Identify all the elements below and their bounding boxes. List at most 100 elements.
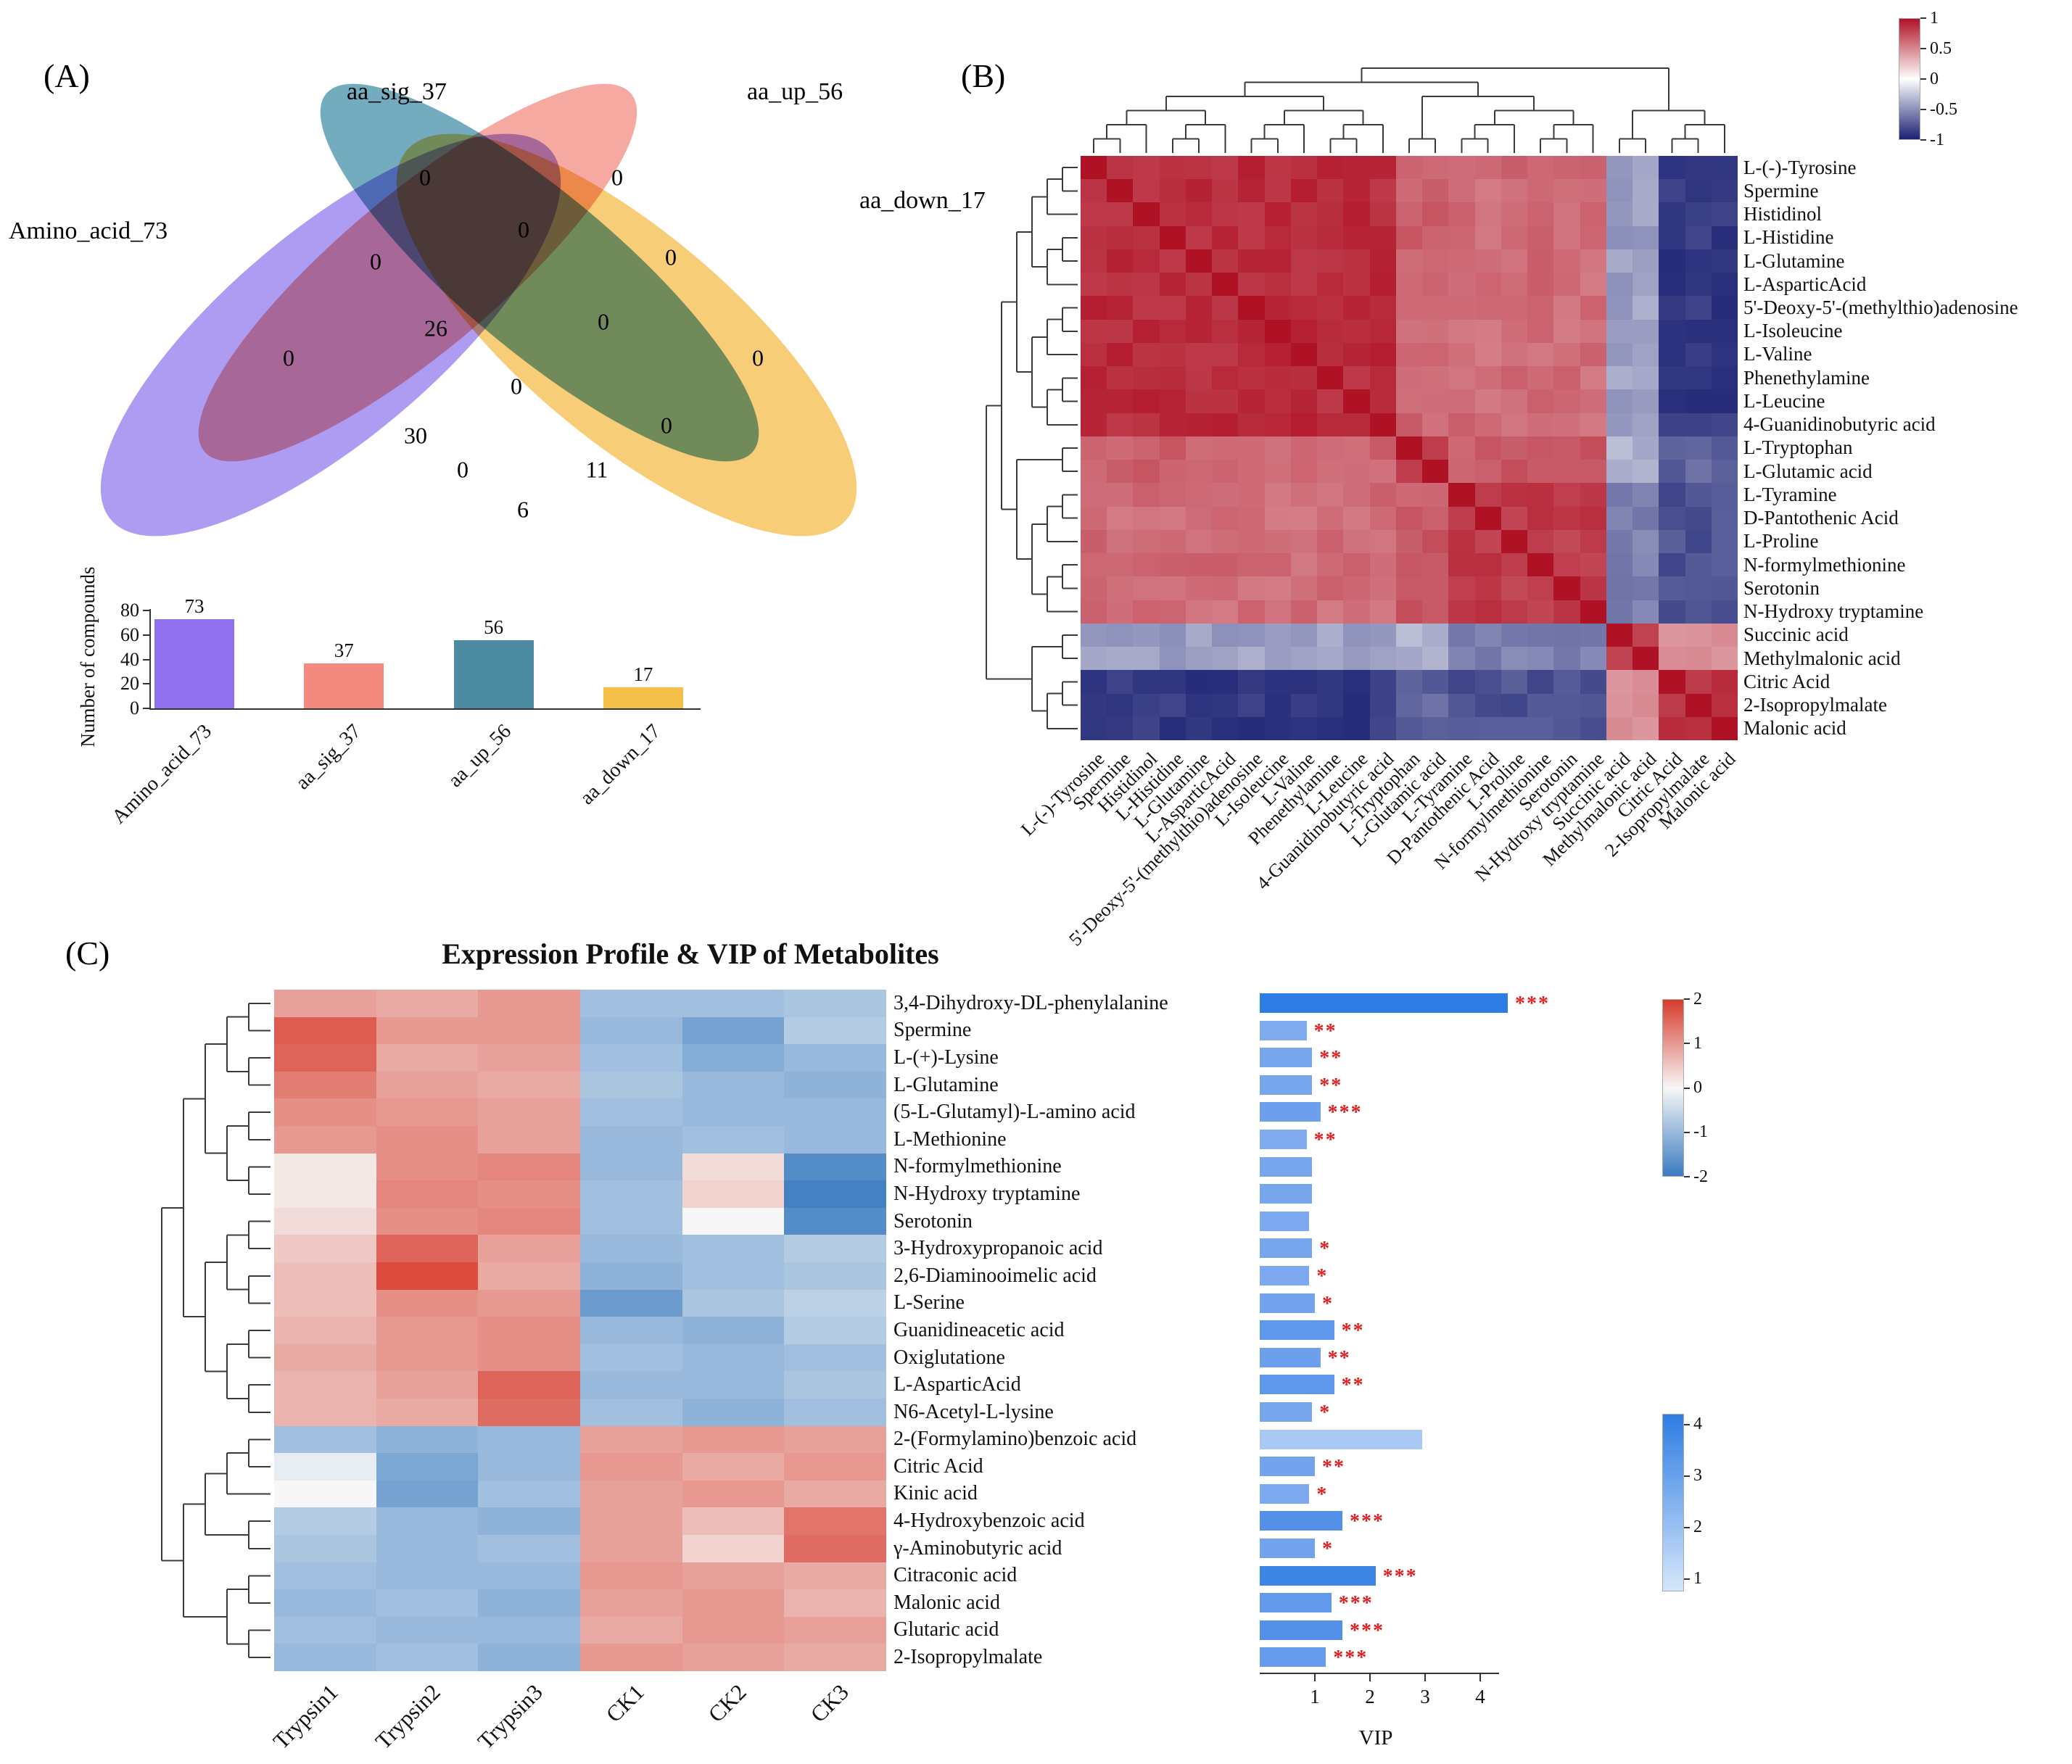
- expression-cell: [478, 1125, 580, 1154]
- correlation-cell: [1212, 202, 1239, 226]
- correlation-cell: [1081, 670, 1107, 694]
- correlation-cell: [1185, 249, 1213, 273]
- expression-row-label: Guanidineacetic acid: [893, 1318, 1065, 1341]
- correlation-cell: [1317, 647, 1344, 671]
- correlation-cell: [1580, 647, 1606, 671]
- correlation-cell: [1633, 647, 1659, 671]
- correlation-cell: [1343, 460, 1370, 484]
- correlation-cell: [1580, 483, 1606, 507]
- correlation-cell: [1212, 273, 1239, 297]
- expression-row-label: L-Serine: [893, 1291, 965, 1314]
- expression-row-label: N6-Acetyl-L-lysine: [893, 1400, 1054, 1423]
- correlation-cell: [1606, 460, 1633, 484]
- correlation-cell: [1606, 156, 1633, 180]
- expression-cell: [274, 1534, 376, 1562]
- correlation-cell: [1133, 670, 1160, 694]
- expression-cell: [376, 990, 479, 1017]
- correlation-cell: [1685, 225, 1712, 249]
- correlation-cell: [1133, 623, 1160, 647]
- correlation-column-dendrogram: [1093, 67, 1725, 153]
- correlation-cell: [1212, 249, 1239, 273]
- correlation-cell: [1422, 273, 1449, 297]
- correlation-row-label: L-Isoleucine: [1743, 320, 1843, 342]
- correlation-cell: [1580, 296, 1606, 320]
- correlation-cell: [1422, 319, 1449, 343]
- colorbar-tick-label: -1: [1693, 1122, 1708, 1142]
- correlation-cell: [1606, 647, 1633, 671]
- significance-stars: **: [1319, 1074, 1343, 1097]
- correlation-cell: [1290, 693, 1318, 717]
- correlation-cell: [1081, 576, 1107, 600]
- correlation-cell: [1290, 600, 1318, 624]
- correlation-cell: [1395, 273, 1423, 297]
- correlation-cell: [1633, 460, 1659, 484]
- expression-cell: [784, 1644, 886, 1671]
- correlation-cell: [1290, 647, 1318, 671]
- correlation-cell: [1159, 483, 1186, 507]
- y-tick-mark: [143, 708, 149, 709]
- correlation-cell: [1711, 506, 1738, 530]
- significance-stars: **: [1313, 1129, 1337, 1151]
- correlation-cell: [1659, 156, 1685, 180]
- correlation-cell: [1448, 529, 1475, 554]
- correlation-cell: [1395, 296, 1423, 320]
- correlation-cell: [1606, 249, 1633, 273]
- correlation-cell: [1264, 179, 1291, 203]
- correlation-cell: [1238, 342, 1265, 367]
- colorbar-tick-label: -0.5: [1930, 99, 1957, 119]
- colorbar-tick-mark: [1920, 17, 1926, 19]
- correlation-cell: [1212, 436, 1239, 460]
- expression-cell: [784, 1180, 886, 1208]
- correlation-cell: [1317, 506, 1344, 530]
- correlation-cell: [1264, 273, 1291, 297]
- correlation-cell: [1290, 389, 1318, 413]
- correlation-cell: [1107, 342, 1134, 367]
- correlation-cell: [1474, 225, 1501, 249]
- correlation-column-labels: L-(-)-Tyrosine Spermine Histidinol L-Histid…: [1017, 745, 1739, 977]
- correlation-cell: [1580, 506, 1606, 530]
- expression-cell: [580, 1616, 682, 1644]
- correlation-cell: [1107, 483, 1134, 507]
- expression-cell: [784, 1453, 886, 1481]
- correlation-cell: [1711, 273, 1738, 297]
- expression-cell: [274, 1425, 376, 1454]
- correlation-cell: [1501, 342, 1528, 367]
- correlation-cell: [1159, 506, 1186, 530]
- correlation-cell: [1422, 647, 1449, 671]
- expression-row-label: 4-Hydroxybenzoic acid: [893, 1510, 1085, 1533]
- correlation-cell: [1633, 413, 1659, 436]
- correlation-cell: [1711, 156, 1738, 180]
- correlation-cell: [1107, 249, 1134, 273]
- correlation-cell: [1580, 670, 1606, 694]
- correlation-cell: [1501, 389, 1528, 413]
- correlation-cell: [1580, 553, 1606, 577]
- correlation-cell: [1159, 273, 1186, 297]
- correlation-cell: [1081, 202, 1107, 226]
- correlation-cell: [1343, 647, 1370, 671]
- correlation-cell: [1501, 623, 1528, 647]
- expression-cell: [784, 1398, 886, 1426]
- correlation-cell: [1107, 576, 1134, 600]
- correlation-cell: [1081, 506, 1107, 530]
- correlation-cell: [1685, 576, 1712, 600]
- vip-x-tick-mark: [1369, 1674, 1371, 1681]
- panel-a-label: (A): [44, 57, 90, 94]
- correlation-cell: [1553, 460, 1580, 484]
- colorbar-tick-mark: [1684, 1578, 1690, 1580]
- correlation-cell: [1606, 319, 1633, 343]
- correlation-cell: [1238, 249, 1265, 273]
- expression-cell: [580, 1589, 682, 1617]
- colorbar-tick: -1: [1920, 131, 1944, 149]
- venn-region-count: 30: [404, 422, 427, 449]
- correlation-cell: [1212, 529, 1239, 554]
- colorbar-tick-mark: [1920, 139, 1926, 141]
- correlation-cell: [1606, 179, 1633, 203]
- expression-cell: [274, 1207, 376, 1235]
- correlation-cell: [1238, 179, 1265, 203]
- correlation-cell: [1474, 483, 1501, 507]
- expression-row-label: Oxiglutatione: [893, 1346, 1005, 1369]
- correlation-row-label: Phenethylamine: [1743, 366, 1870, 389]
- correlation-cell: [1343, 202, 1370, 226]
- y-tick-label: 0: [130, 697, 139, 719]
